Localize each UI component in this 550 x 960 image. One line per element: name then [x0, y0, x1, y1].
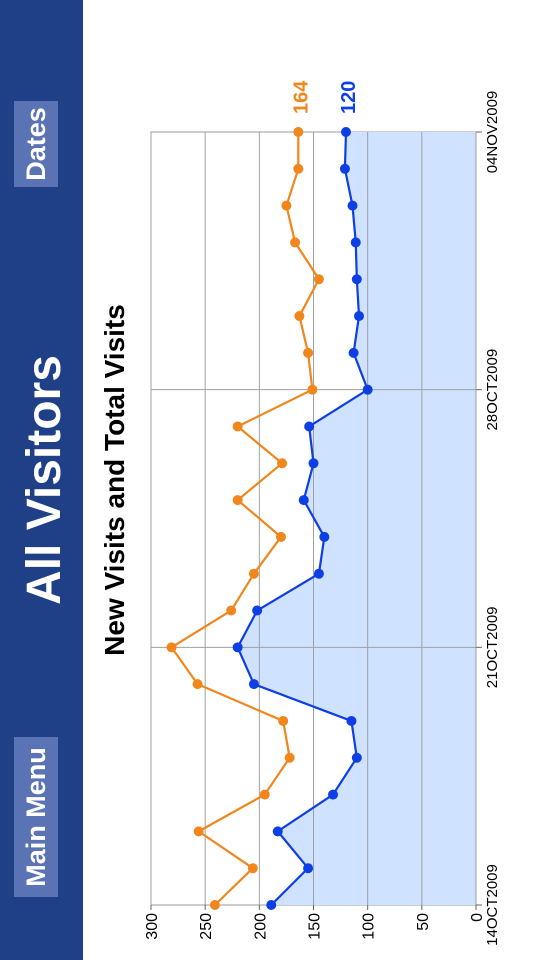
series-1-point — [348, 347, 359, 358]
series-line-1 — [236, 131, 370, 906]
rotated-frame: Main Menu All Visitors Dates New Visits and… — [0, 0, 501, 960]
x-tick-label: 21OCT2009 — [484, 606, 501, 688]
x-tick-label: 28OCT2009 — [484, 349, 501, 431]
y-tick-label: 300 — [144, 913, 161, 940]
series-1-point — [313, 568, 324, 579]
series-0-point — [313, 274, 324, 285]
series-0-point — [226, 605, 237, 616]
y-tick-label: 200 — [252, 913, 269, 940]
series-1-point — [304, 421, 315, 432]
series-0-point — [276, 531, 286, 542]
series-0-point — [277, 458, 288, 469]
header-bar — [0, 0, 83, 960]
series-0-point — [193, 826, 204, 837]
series-0-point — [232, 495, 243, 506]
series-area-fill — [237, 132, 476, 905]
series-1-point — [328, 789, 338, 800]
dates-button-bg — [14, 101, 58, 187]
series-1-point — [319, 531, 330, 542]
y-tick-label: 0 — [469, 913, 486, 922]
dates-label: Dates — [21, 107, 51, 181]
series-1-point — [272, 826, 283, 837]
series-1-point — [341, 127, 351, 137]
series-0-point — [281, 200, 292, 211]
main-menu-button[interactable]: Main Menu — [14, 737, 58, 897]
y-tick-label: 150 — [307, 913, 324, 940]
series-1-point — [346, 715, 357, 726]
x-tick-label: 14OCT2009 — [484, 864, 501, 946]
series-1-point — [339, 163, 350, 174]
main-menu-button-bg — [14, 737, 58, 897]
series-line-0 — [170, 132, 321, 906]
series-0-point — [294, 311, 305, 322]
y-tick-label: 50 — [415, 913, 432, 931]
series-0-point — [248, 568, 259, 579]
chart-title: New Visits and Total Visits — [99, 304, 130, 656]
y-tick-label: 100 — [361, 913, 378, 940]
series-0-point — [166, 642, 177, 653]
series-1-point — [232, 642, 243, 653]
series-1-point — [266, 900, 277, 910]
series-0-end-label: 164 — [290, 80, 312, 114]
series-0-point — [259, 789, 270, 800]
series-1-point — [252, 605, 263, 616]
series-0-point — [247, 863, 258, 874]
series-0-point — [293, 127, 304, 137]
series-1-point — [248, 679, 259, 690]
page-title: All Visitors — [18, 355, 71, 605]
series-1-point — [350, 237, 361, 248]
series-1-point — [308, 458, 319, 469]
series-1-point — [362, 384, 373, 395]
dates-button[interactable]: Dates — [14, 101, 58, 187]
series-0-point — [209, 900, 220, 910]
series-1-point — [303, 863, 314, 874]
series-1-point — [351, 274, 362, 285]
series-0-point — [232, 421, 243, 432]
x-tick-label: 04NOV2009 — [484, 91, 501, 174]
series-1-point — [354, 311, 364, 322]
series-1-point — [351, 752, 362, 763]
y-tick-label: 250 — [198, 913, 215, 940]
series-0-point — [278, 715, 289, 726]
series-1-end-label: 120 — [338, 81, 360, 114]
series-1-point — [298, 495, 309, 506]
series-1-point — [347, 200, 358, 211]
series-0-point — [293, 163, 304, 174]
series-0-point — [303, 347, 314, 358]
series-0-point — [307, 384, 318, 395]
series-0-point — [290, 237, 301, 248]
main-menu-label: Main Menu — [21, 747, 51, 887]
series-0-point — [284, 752, 295, 763]
series-0-point — [192, 679, 203, 690]
